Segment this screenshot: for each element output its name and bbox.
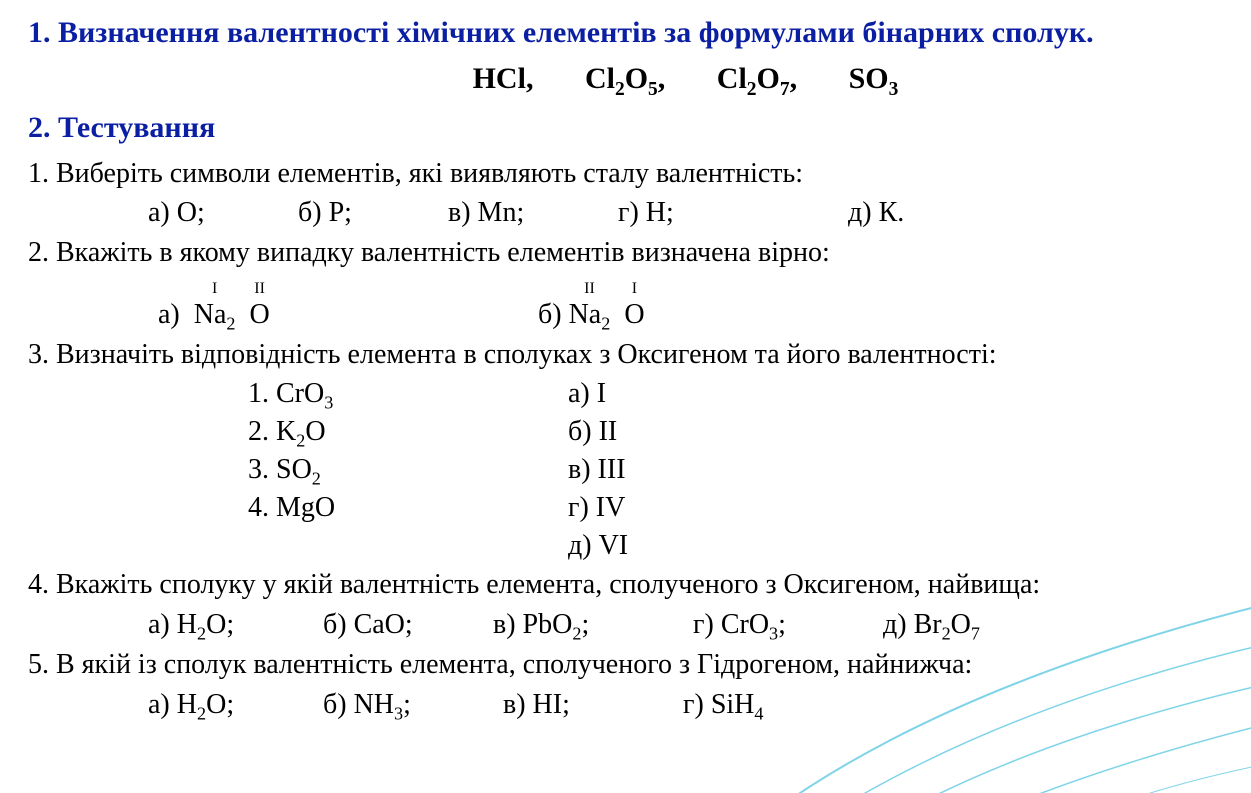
body: 1. Виберіть символи елементів, які виявл… bbox=[28, 155, 1223, 724]
q1-text: 1. Виберіть символи елементів, які виявл… bbox=[28, 155, 1223, 193]
q4-opt-g: г) CrO3; bbox=[693, 606, 883, 644]
q3-right-g: г) IV bbox=[568, 489, 628, 527]
slide: 1. Визначення валентності хімічних елеме… bbox=[0, 0, 1251, 793]
q4-opt-b: б) CaO; bbox=[323, 606, 493, 644]
q1-opt-d: д) К. bbox=[848, 194, 904, 232]
formula-1: HCl, bbox=[473, 62, 534, 96]
q5-text: 5. В якій із сполук валентність елемента… bbox=[28, 646, 1223, 684]
q3-left-4: 4. MgO bbox=[248, 489, 568, 527]
q3-left-col: 1. CrO3 2. K2O 3. SO2 4. MgO bbox=[248, 375, 568, 564]
q3-text: 3. Визначіть відповідність елемента в сп… bbox=[28, 336, 1223, 374]
section2-title: 2. Тестування bbox=[28, 109, 1223, 147]
q5-opt-b: б) NH3; bbox=[323, 686, 503, 724]
formula-4: SO3 bbox=[849, 62, 899, 100]
formula-2: Cl2O5, bbox=[585, 62, 665, 100]
formula-3: Cl2O7, bbox=[717, 62, 797, 100]
q4-options: а) H2O; б) CaO; в) PbO2; г) CrO3; д) Br2… bbox=[28, 606, 1223, 644]
q3-left-2: 2. K2O bbox=[248, 413, 568, 451]
q4-opt-d: д) Br2O7 bbox=[883, 606, 980, 644]
q3-left-1: 1. CrO3 bbox=[248, 375, 568, 413]
q5-opt-g: г) SiH4 bbox=[683, 686, 763, 724]
q1-options: а) O; б) P; в) Mn; г) H; д) К. bbox=[28, 194, 1223, 232]
q5-options: а) H2O; б) NH3; в) HI; г) SiH4 bbox=[28, 686, 1223, 724]
section1-formulas: HCl, Cl2O5, Cl2O7, SO3 bbox=[148, 62, 1223, 100]
q1-opt-b: б) P; bbox=[298, 194, 448, 232]
q3-left-3: 3. SO2 bbox=[248, 451, 568, 489]
q3-right-d: д) VI bbox=[568, 527, 628, 565]
q2-text: 2. Вкажіть в якому випадку валентність е… bbox=[28, 234, 1223, 272]
q1-opt-g: г) H; bbox=[618, 194, 848, 232]
q4-opt-v: в) PbO2; bbox=[493, 606, 693, 644]
q1-opt-a: а) O; bbox=[148, 194, 298, 232]
section1-title: 1. Визначення валентності хімічних елеме… bbox=[28, 14, 1223, 52]
q3-right-v: в) III bbox=[568, 451, 628, 489]
q3-right-a: а) I bbox=[568, 375, 628, 413]
q2-opt-b: б) IINa2 IO bbox=[538, 296, 645, 334]
q4-text: 4. Вкажіть сполуку у якій валентність ел… bbox=[28, 566, 1223, 604]
q3-right-col: а) I б) II в) III г) IV д) VI bbox=[568, 375, 628, 564]
q1-opt-v: в) Mn; bbox=[448, 194, 618, 232]
q5-opt-v: в) HI; bbox=[503, 686, 683, 724]
q3-match: 1. CrO3 2. K2O 3. SO2 4. MgO а) I б) II … bbox=[28, 375, 1223, 564]
q3-right-b: б) II bbox=[568, 413, 628, 451]
q2-opt-a: а) INa2 IIO bbox=[158, 296, 538, 334]
q4-opt-a: а) H2O; bbox=[148, 606, 323, 644]
q5-opt-a: а) H2O; bbox=[148, 686, 323, 724]
q2-options: а) INa2 IIO б) IINa2 IO bbox=[28, 296, 1223, 334]
